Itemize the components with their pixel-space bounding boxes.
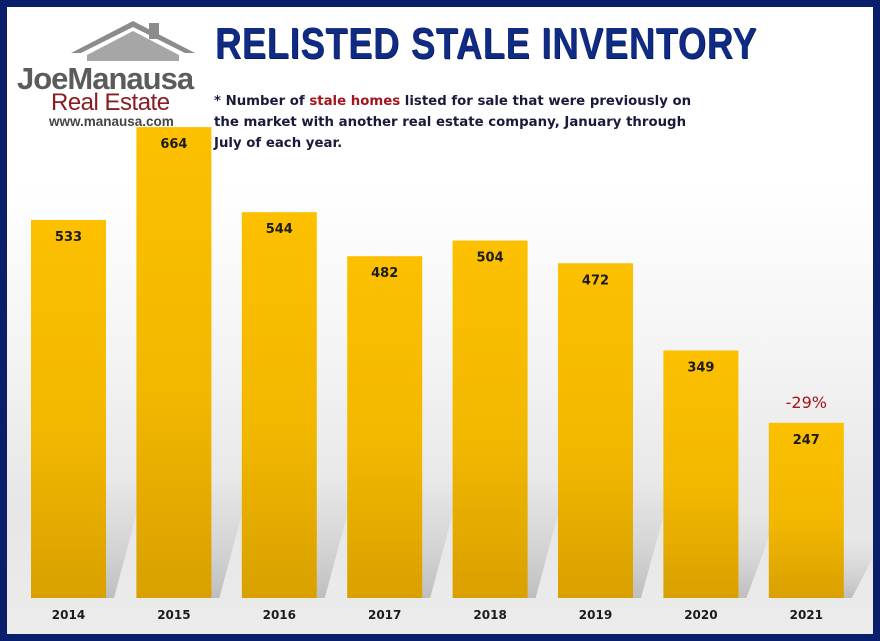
x-tick-label: 2015 <box>157 608 190 622</box>
chart-subtitle: * Number of stale homes listed for sale … <box>214 91 714 154</box>
x-tick-label: 2014 <box>52 608 85 622</box>
logo-tagline: Real Estate <box>51 89 170 116</box>
logo-url: www.manausa.com <box>49 114 174 129</box>
data-label: 533 <box>55 230 82 245</box>
data-label: 349 <box>687 360 714 375</box>
chart-title: RELISTED STALE INVENTORY <box>215 19 758 68</box>
x-tick-label: 2017 <box>368 608 401 622</box>
data-label: 544 <box>266 222 293 237</box>
data-label: 472 <box>582 273 609 288</box>
chart-panel: 533 2014 664 2015 544 2016 482 2017 504 2018 472 20… <box>7 7 873 634</box>
subtitle-suffix: listed for sale that were previously on … <box>214 94 692 151</box>
bar-2019 <box>558 263 633 598</box>
data-label: 664 <box>160 137 187 152</box>
x-tick-label: 2019 <box>579 608 612 622</box>
x-tick-label: 2020 <box>684 608 717 622</box>
bar-2021 <box>768 422 844 598</box>
data-label: 504 <box>477 251 504 266</box>
change-annotation: -29% <box>786 393 827 412</box>
company-logo: JoeManausa Real Estate www.manausa.com <box>13 17 199 129</box>
house-roof-icon <box>71 21 195 61</box>
bar-2016 <box>241 212 317 599</box>
subtitle-highlight: stale homes <box>309 94 401 109</box>
bar-2020 <box>663 350 739 598</box>
logo-name: JoeManausa <box>17 61 194 96</box>
data-label: 482 <box>371 266 398 281</box>
bar-2015 <box>136 127 212 599</box>
bar-2014 <box>31 219 106 598</box>
data-label: 247 <box>793 433 820 448</box>
x-tick-label: 2016 <box>263 608 296 622</box>
bar-2018 <box>452 240 528 598</box>
bar-2017 <box>347 256 423 598</box>
subtitle-prefix: * Number of <box>214 94 310 109</box>
x-tick-label: 2021 <box>790 608 823 622</box>
x-tick-label: 2018 <box>473 608 506 622</box>
bar-chart: 533 2014 664 2015 544 2016 482 2017 504 2018 472 20… <box>31 127 873 622</box>
